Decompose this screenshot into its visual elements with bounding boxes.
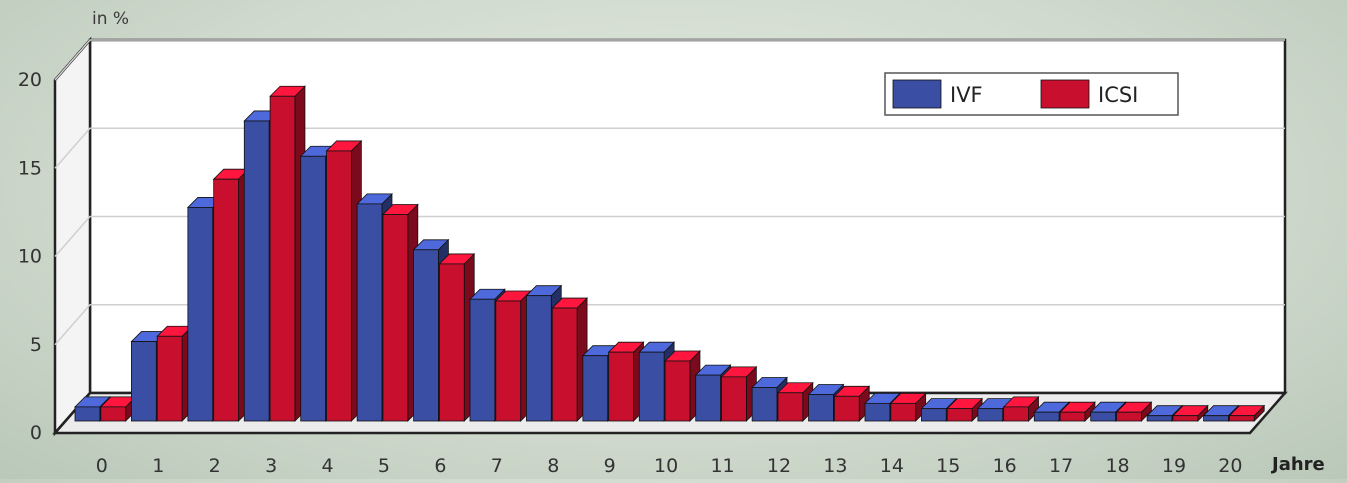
bar-icsi-7 <box>495 300 522 422</box>
bar-ivf-13 <box>808 394 834 422</box>
x-tick-label: 8 <box>547 455 559 477</box>
x-tick-label: 7 <box>491 455 503 477</box>
bar-icsi-5 <box>382 214 409 422</box>
x-tick-label: 2 <box>209 455 221 477</box>
bar-ivf-0 <box>74 406 101 422</box>
y-unit-label: in % <box>92 9 129 29</box>
gridline <box>54 39 1285 81</box>
y-tick-label: 15 <box>18 157 42 179</box>
bar-icsi-20 <box>1229 415 1255 422</box>
bar-ivf-5 <box>356 203 383 422</box>
bar-icsi-18 <box>1116 411 1142 422</box>
bar-ivf-2 <box>187 207 214 422</box>
bar-ivf-6 <box>413 249 439 422</box>
bar-icsi-8 <box>551 307 578 422</box>
bar-ivf-12 <box>751 387 778 422</box>
y-tick-label: 5 <box>30 334 42 356</box>
x-tick-label: 3 <box>265 455 277 477</box>
bar-icsi-19 <box>1172 415 1199 422</box>
bar-ivf-11 <box>695 374 721 422</box>
bar-icsi-17 <box>1059 411 1086 422</box>
bar-icsi-3 <box>269 95 296 422</box>
x-tick-label: 18 <box>1105 455 1129 477</box>
bar-icsi-13 <box>834 395 860 422</box>
bar-icsi-2 <box>213 178 239 422</box>
bar-ivf-15 <box>921 408 947 422</box>
y-tick-label: 0 <box>30 422 42 444</box>
bar-icsi-12 <box>777 392 804 422</box>
bar-ivf-1 <box>131 341 157 422</box>
legend-swatch-icsi <box>1040 79 1090 109</box>
legend-label-ivf: IVF <box>950 83 983 107</box>
bar-icsi-16 <box>1003 406 1029 422</box>
bar-icsi-10 <box>664 360 691 422</box>
bar-ivf-8 <box>526 295 552 422</box>
x-tick-label: 9 <box>604 455 616 477</box>
x-tick-label: 19 <box>1162 455 1186 477</box>
bar-icsi-4 <box>326 150 352 422</box>
gridlines <box>54 39 1285 346</box>
x-tick-label: 16 <box>993 455 1017 477</box>
x-tick-label: 0 <box>96 455 108 477</box>
x-tick-label: 17 <box>1049 455 1073 477</box>
x-tick-label: 15 <box>936 455 960 477</box>
bar-icsi-15 <box>946 408 973 422</box>
y-tick-label: 20 <box>18 69 42 91</box>
legend-label-icsi: ICSI <box>1098 83 1138 107</box>
x-tick-label: 6 <box>434 455 446 477</box>
y-tick-label: 10 <box>18 246 42 268</box>
bar-ivf-9 <box>582 355 609 422</box>
legend-swatch-ivf <box>892 79 942 109</box>
bar-ivf-14 <box>864 402 891 422</box>
gridline <box>54 215 1285 257</box>
x-tick-label: 5 <box>378 455 390 477</box>
bar-icsi-1 <box>156 335 183 422</box>
bar-ivf-4 <box>300 155 326 422</box>
x-tick-label: 1 <box>152 455 164 477</box>
gridline <box>54 127 1285 169</box>
x-tick-label: 11 <box>710 455 734 477</box>
x-tick-label: 4 <box>321 455 333 477</box>
x-tick-label: 14 <box>880 455 904 477</box>
bar-ivf-18 <box>1090 411 1116 422</box>
y-tick-labels: 0 5 10 15 20 <box>18 69 42 444</box>
x-tick-label: 12 <box>767 455 791 477</box>
gridline <box>54 304 1285 346</box>
x-tick-label: 13 <box>823 455 847 477</box>
bar-icsi-9 <box>608 351 634 422</box>
x-axis-label: Jahre <box>1270 454 1325 475</box>
x-tick-labels: 0 1 2 3 4 5 6 7 8 9 10 11 12 13 14 15 16 17 18 19 20 <box>96 455 1243 477</box>
bar-icsi-0 <box>100 406 127 422</box>
legend: IVF ICSI <box>884 72 1179 116</box>
bar-icsi-14 <box>890 402 917 422</box>
bar-ivf-3 <box>243 120 270 422</box>
x-tick-label: 20 <box>1218 455 1242 477</box>
bar-ivf-16 <box>977 408 1004 422</box>
bar-ivf-10 <box>638 351 665 422</box>
x-tick-label: 10 <box>654 455 678 477</box>
bars <box>74 85 1266 422</box>
bar-ivf-17 <box>1033 411 1060 422</box>
bar-ivf-19 <box>1146 415 1173 422</box>
bar-icsi-11 <box>721 376 747 422</box>
bar-ivf-20 <box>1203 415 1229 422</box>
bar-ivf-7 <box>469 298 496 422</box>
bar-icsi-6 <box>438 263 465 422</box>
